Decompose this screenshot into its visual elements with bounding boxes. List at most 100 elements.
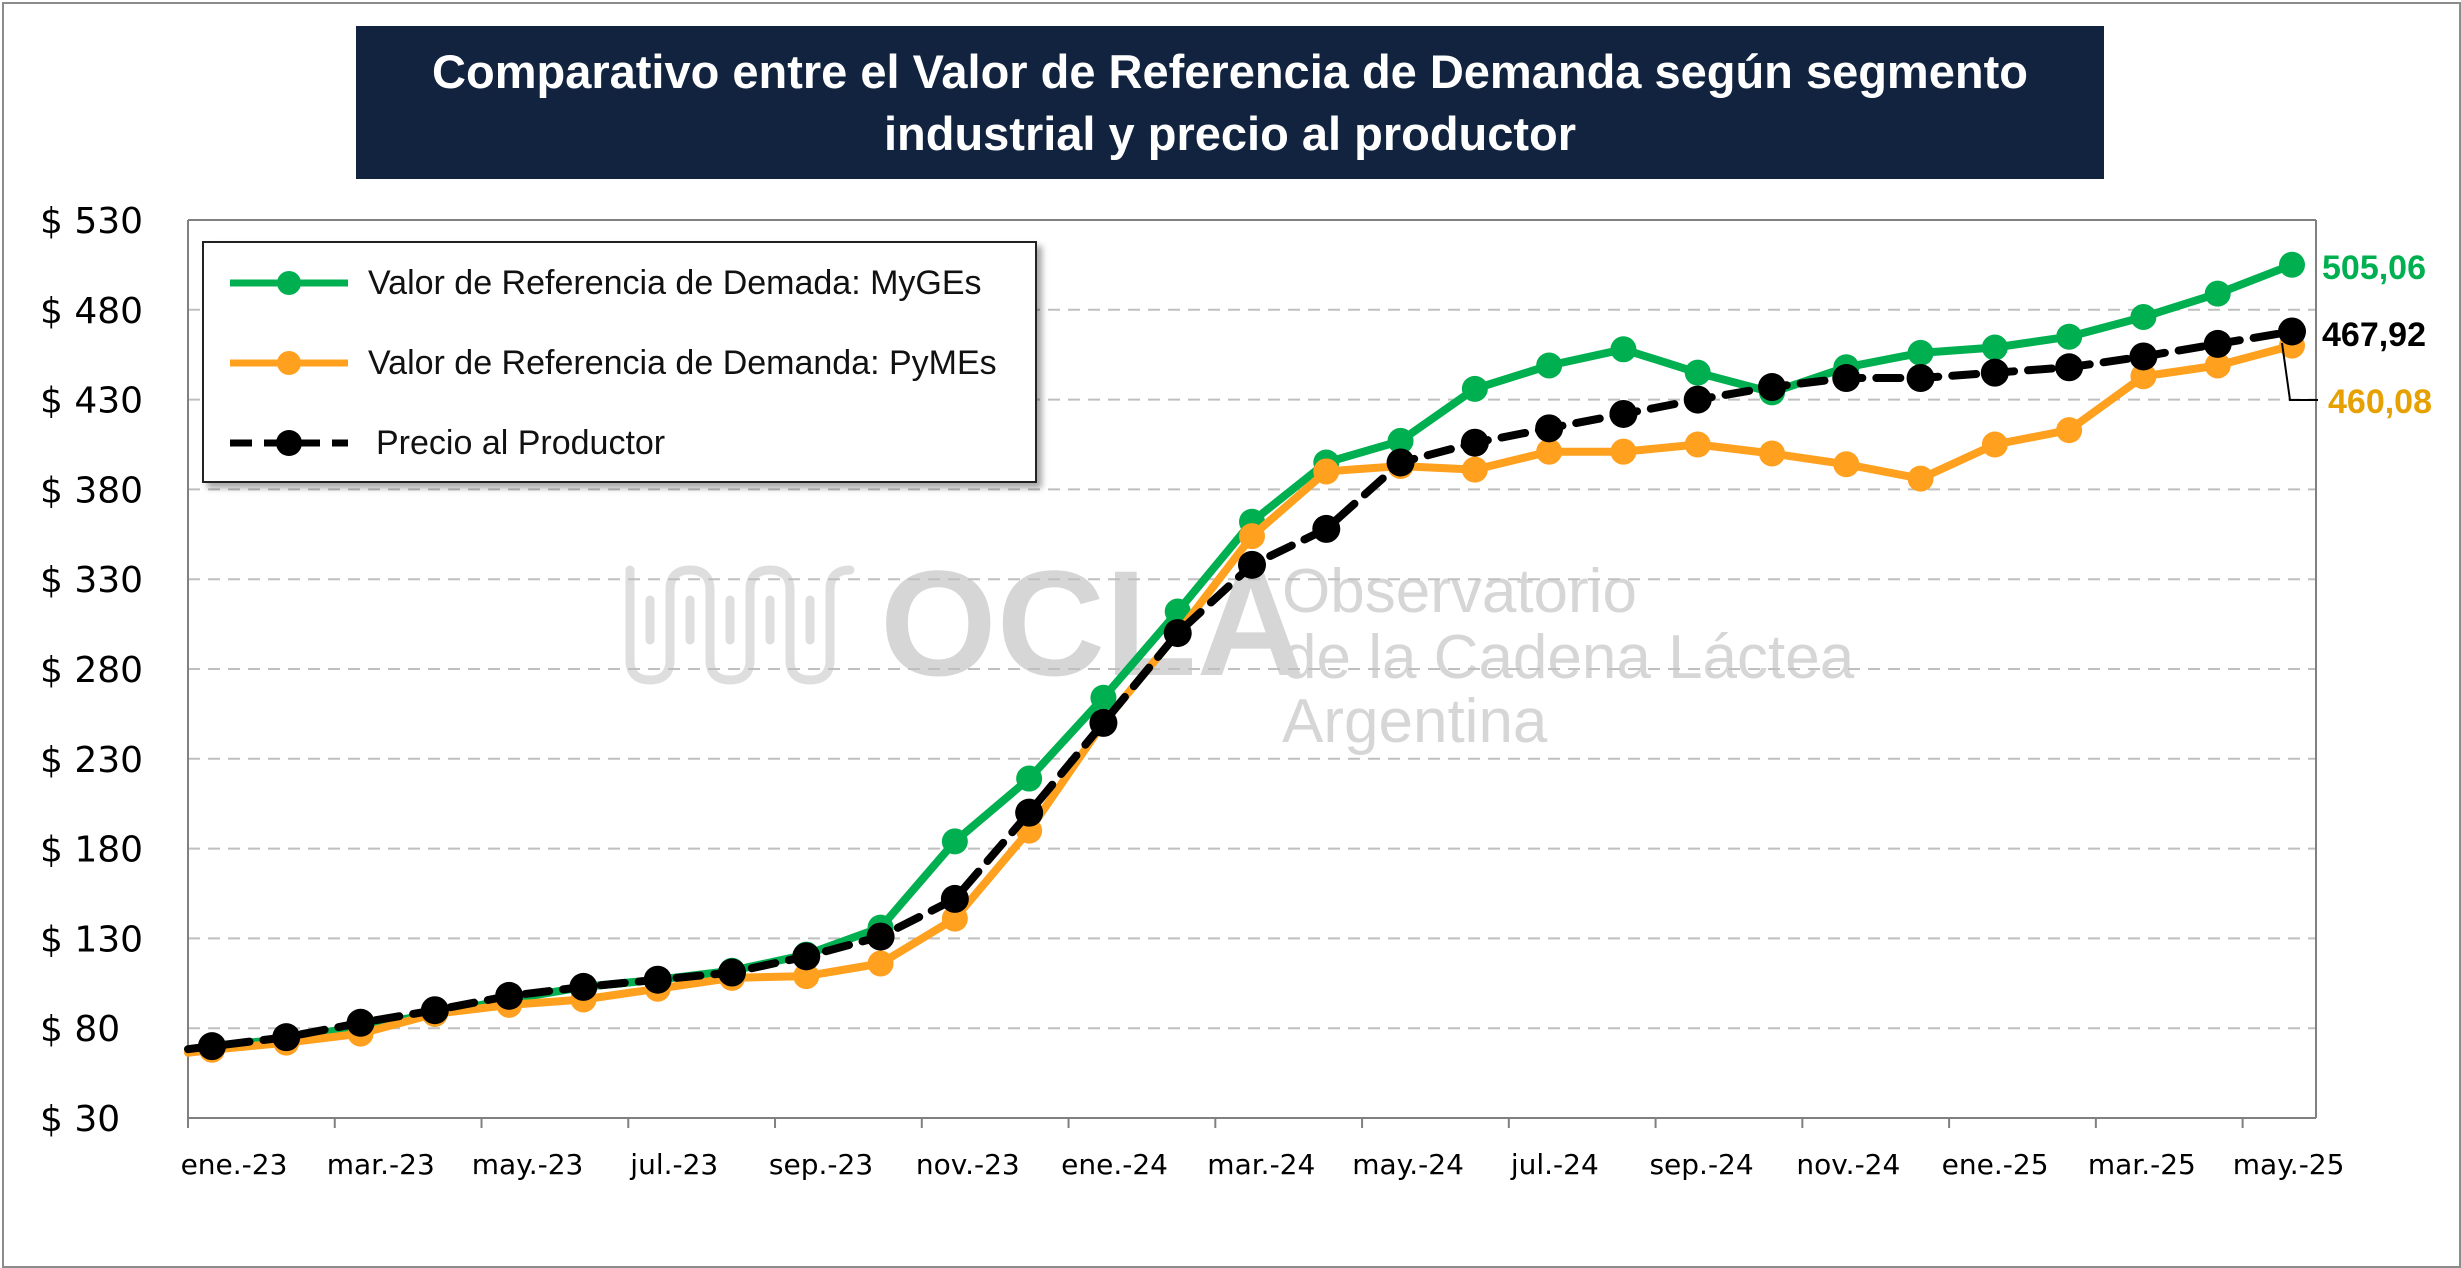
ocla-logo-icon (625, 565, 855, 685)
data-point-productor (1535, 414, 1564, 443)
y-tick-label: $ 30 (40, 1099, 120, 1140)
data-point-pymes (2204, 352, 2231, 379)
data-point-pymes (2056, 417, 2083, 444)
data-point-myges (1461, 375, 1488, 402)
y-tick-label: $ 180 (40, 830, 143, 871)
y-tick-label: $ 280 (40, 650, 143, 691)
x-tick-label: jul.-23 (629, 1148, 718, 1181)
data-point-productor (940, 884, 969, 913)
data-point-productor (346, 1008, 375, 1037)
data-point-productor (1163, 619, 1192, 648)
data-point-productor (495, 981, 524, 1010)
x-tick-label: sep.-23 (769, 1148, 873, 1181)
y-tick-label: $ 130 (40, 919, 143, 960)
ocla-logo-text: OCLA (880, 539, 1305, 707)
x-tick-label: sep.-24 (1649, 1148, 1753, 1181)
x-tick-label: ene.-25 (1942, 1148, 2049, 1181)
y-tick-label: $ 380 (40, 470, 143, 511)
chart-title: Comparativo entre el Valor de Referencia… (356, 26, 2104, 179)
data-point-productor (2055, 353, 2084, 382)
data-point-pymes (1313, 458, 1340, 485)
watermark-line-2: de la Cadena Láctea (1282, 623, 1855, 692)
data-point-myges (1090, 684, 1117, 711)
legend-marker-myges (230, 271, 348, 295)
x-tick-label: nov.-24 (1796, 1148, 1900, 1181)
data-point-productor (569, 972, 598, 1001)
data-point-productor (2278, 317, 2306, 346)
data-point-productor (1832, 364, 1861, 393)
legend-marker-productor (230, 430, 348, 456)
data-point-pymes (1610, 438, 1637, 465)
data-point-productor (866, 922, 895, 951)
series-layer (184, 251, 2306, 1063)
data-point-pymes (1833, 451, 1860, 478)
watermark-line-1: Observatorio (1282, 557, 1637, 626)
axes (187, 219, 2317, 1119)
legend-label-myges: Valor de Referencia de Demada: MyGEs (368, 263, 982, 302)
data-point-productor (2129, 342, 2158, 371)
chart-legend: Valor de Referencia de Demada: MyGEs Val… (202, 241, 1037, 483)
data-point-productor (1386, 448, 1415, 477)
data-point-pymes (2130, 363, 2157, 390)
data-point-productor (1980, 358, 2009, 387)
data-point-productor (1683, 385, 1712, 414)
x-tick-label: mar.-24 (1207, 1148, 1315, 1181)
data-point-myges (1907, 339, 1934, 366)
y-tick-label: $ 530 (40, 201, 143, 242)
chart-title-line-1: Comparativo entre el Valor de Referencia… (432, 44, 2028, 98)
x-tick-label: may.-24 (1352, 1148, 1464, 1181)
data-point-myges (1684, 359, 1711, 386)
x-tick-label: may.-25 (2233, 1148, 2345, 1181)
data-point-productor (718, 958, 746, 987)
y-axis-ticks: $ 30 $ 80 $ 130 $ 180 $ 230 $ 280 $ 330 $ 380 $ … (40, 201, 143, 1140)
y-tick-label: $ 330 (40, 560, 143, 601)
legend-item-productor: Precio al Productor (224, 413, 1024, 473)
x-tick-label: jul.-24 (1510, 1148, 1599, 1181)
data-point-productor (1758, 373, 1786, 402)
data-point-pymes (1981, 431, 2008, 458)
data-point-pymes (1536, 438, 1563, 465)
legend-marker-pymes (230, 351, 348, 375)
end-label-myges: 505,06 (2322, 249, 2426, 287)
data-point-productor (1460, 428, 1489, 457)
data-point-myges (2204, 280, 2231, 307)
data-point-productor (643, 965, 672, 994)
legend-label-productor: Precio al Productor (376, 423, 666, 462)
y-tick-label: $ 480 (40, 291, 143, 332)
legend-label-pymes: Valor de Referencia de Demanda: PyMEs (368, 343, 997, 382)
x-tick-label: mar.-25 (2088, 1148, 2196, 1181)
data-point-productor (272, 1023, 301, 1052)
x-tick-label: ene.-24 (1061, 1148, 1168, 1181)
y-tick-label: $ 80 (40, 1009, 120, 1050)
data-point-myges (941, 828, 968, 855)
series-productor (184, 317, 2306, 1061)
x-tick-label: may.-23 (472, 1148, 584, 1181)
data-point-productor (1312, 514, 1341, 543)
data-point-pymes (1461, 456, 1488, 483)
data-point-myges (1016, 765, 1043, 792)
data-point-pymes (941, 905, 968, 932)
x-tick-label: nov.-23 (916, 1148, 1020, 1181)
legend-item-myges: Valor de Referencia de Demada: MyGEs (224, 253, 1024, 313)
data-point-pymes (793, 963, 820, 990)
data-point-productor (198, 1032, 226, 1061)
data-point-productor (1906, 364, 1935, 393)
data-point-myges (2130, 303, 2157, 330)
data-point-myges (2279, 251, 2305, 278)
data-point-productor (1609, 399, 1638, 428)
data-point-myges (2056, 323, 2083, 350)
data-point-productor (420, 996, 449, 1025)
data-point-productor (2203, 329, 2232, 358)
data-point-pymes (1239, 523, 1265, 550)
ocla-watermark: OCLA Observatorio de la Cadena Láctea Ar… (625, 539, 1855, 756)
chart-title-line-2: industrial y precio al productor (883, 106, 1577, 160)
data-point-productor (1238, 550, 1266, 579)
data-point-myges (1387, 427, 1414, 454)
end-label-productor: 467,92 (2322, 316, 2426, 354)
end-labels: 505,06 467,92 460,08 (2281, 249, 2432, 421)
data-point-pymes (867, 950, 894, 977)
data-point-pymes (1684, 431, 1711, 458)
x-tick-label: ene.-23 (181, 1148, 288, 1181)
